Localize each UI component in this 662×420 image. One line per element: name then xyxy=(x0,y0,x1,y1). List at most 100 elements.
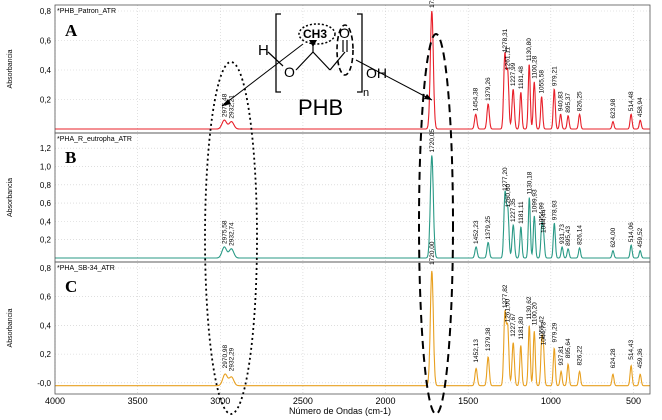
peak-label: 1454,38 xyxy=(473,87,480,111)
gridlines xyxy=(54,5,650,394)
x-tick-label: 500 xyxy=(626,396,641,406)
structure-name: PHB xyxy=(298,95,343,120)
carbonyl-highlight xyxy=(418,33,454,415)
peak-label: 1100,28 xyxy=(531,55,538,78)
structure-h: H xyxy=(258,42,269,59)
y-tick-label: 1,2 xyxy=(40,144,52,153)
x-tick-label: 2000 xyxy=(376,396,396,406)
peak-label: 2932,29 xyxy=(228,347,235,371)
panel-frame xyxy=(54,261,651,395)
peak-label: 937,81 xyxy=(558,345,565,365)
x-tick-label: 4000 xyxy=(45,396,65,406)
y-tick-label: 0,2 xyxy=(40,350,52,359)
y-tick-label: 0,2 xyxy=(40,96,52,105)
peak-label: 1055,42 xyxy=(539,316,546,340)
structure-oh: OH xyxy=(366,65,387,81)
peak-label: 1130,18 xyxy=(526,171,533,194)
peak-label: 2932,21 xyxy=(228,95,235,119)
peak-label: 624,28 xyxy=(610,348,617,368)
peak-label: 2932,74 xyxy=(228,222,235,246)
y-tick-label: 1,0 xyxy=(40,162,52,171)
peak-label: 1100,20 xyxy=(531,302,538,325)
panel-letter: B xyxy=(65,148,76,167)
peak-label: 979,29 xyxy=(551,322,558,342)
structure-o2: O xyxy=(339,25,350,41)
x-tick-label: 1500 xyxy=(458,396,478,406)
peak-label: 978,93 xyxy=(551,200,558,220)
peak-label: 826,25 xyxy=(577,91,584,111)
structure-n: n xyxy=(363,87,369,99)
x-tick-label: 3000 xyxy=(210,396,230,406)
axes-layer: 4000 3500 3000 2500 2000 1500 1000 500 0,2 0,4 0,6… xyxy=(7,4,651,406)
y-tick-label: -0,0 xyxy=(37,379,51,388)
peak-label: 514,48 xyxy=(628,91,635,111)
y-tick-label: 0,2 xyxy=(40,236,52,245)
peak-label: 1055,58 xyxy=(539,70,546,94)
peak-label: 623,98 xyxy=(610,98,617,118)
spectrum-line xyxy=(55,155,650,259)
peak-label: 826,22 xyxy=(577,345,584,365)
peak-label: 1720,05 xyxy=(429,129,436,153)
peak-label: 459,52 xyxy=(637,227,644,247)
peak-label: 1379,38 xyxy=(485,327,492,351)
peak-label: 1720,00 xyxy=(429,241,436,265)
peak-label: 1720,06 xyxy=(429,0,436,8)
spectra-layer xyxy=(55,10,650,387)
peak-label: 1130,62 xyxy=(526,296,533,319)
peak-label: 1227,35 xyxy=(510,198,517,222)
y-tick-label: 0,8 xyxy=(40,264,52,273)
panel-letter: A xyxy=(65,21,78,40)
y-tick-label: 0,6 xyxy=(40,293,52,302)
peak-label: 895,37 xyxy=(565,92,572,112)
spectrum-line xyxy=(55,10,650,130)
peak-label: 458,94 xyxy=(637,97,644,117)
peak-label: 1261,00 xyxy=(505,299,512,323)
peak-label: 979,21 xyxy=(551,66,558,86)
structure-ch3: CH3 xyxy=(303,27,327,41)
y-axis-label: Absorbancia xyxy=(7,49,14,88)
peak-label: 624,00 xyxy=(610,227,617,247)
structure-o1: O xyxy=(284,64,295,80)
y-tick-label: 0,6 xyxy=(40,199,52,208)
spectrum-line xyxy=(55,270,650,387)
peak-label: 1452,13 xyxy=(473,339,480,363)
peak-label: 1044,73 xyxy=(540,321,547,345)
peak-label: 1277,82 xyxy=(502,284,509,308)
spectrum-file-label: *PHA_SB-34_ATR xyxy=(57,265,115,272)
y-axis-label: Absorbancia xyxy=(7,178,14,217)
peak-label: 1227,67 xyxy=(510,313,517,337)
y-tick-label: 0,8 xyxy=(40,181,52,190)
peak-label: 1379,25 xyxy=(485,216,492,240)
spectrum-file-label: *PHA_R_eutropha_ATR xyxy=(57,136,132,143)
peak-label: 826,14 xyxy=(577,225,584,245)
peak-label: 1130,80 xyxy=(526,38,533,61)
peak-label: 459,36 xyxy=(637,348,644,368)
y-tick-label: 0,6 xyxy=(40,37,52,46)
phb-structure: H O CH3 O OH n PHB xyxy=(221,13,433,120)
peak-label: 1277,20 xyxy=(502,167,509,191)
peak-label: 514,43 xyxy=(628,339,635,359)
peak-label: 2975,58 xyxy=(221,220,228,244)
y-tick-label: 0,8 xyxy=(40,7,52,16)
x-tick-label: 3500 xyxy=(128,396,148,406)
peak-label: 940,83 xyxy=(558,91,565,111)
peak-label: 1099,93 xyxy=(531,189,538,213)
peak-label: 1054,99 xyxy=(539,202,546,226)
panel-letter: C xyxy=(65,277,77,296)
ch-stretch-highlight xyxy=(204,61,258,415)
peak-label: 1452,23 xyxy=(473,220,480,244)
peak-label: 1044,44 xyxy=(540,209,547,233)
panel-frame xyxy=(54,4,651,134)
peak-label: 1278,31 xyxy=(502,28,509,52)
x-axis-label: Número de Ondas (cm-1) xyxy=(289,406,391,416)
peak-label: 931,73 xyxy=(559,224,566,244)
y-tick-label: 0,4 xyxy=(40,321,52,330)
x-tick-label: 2500 xyxy=(293,396,313,406)
y-axis-label: Absorbancia xyxy=(7,308,14,347)
peak-label: 514,06 xyxy=(628,222,635,242)
peak-label: 1227,99 xyxy=(510,62,517,86)
peak-label: 1181,80 xyxy=(518,316,525,339)
x-tick-label: 1000 xyxy=(541,396,561,406)
peak-label: 895,64 xyxy=(565,338,572,358)
